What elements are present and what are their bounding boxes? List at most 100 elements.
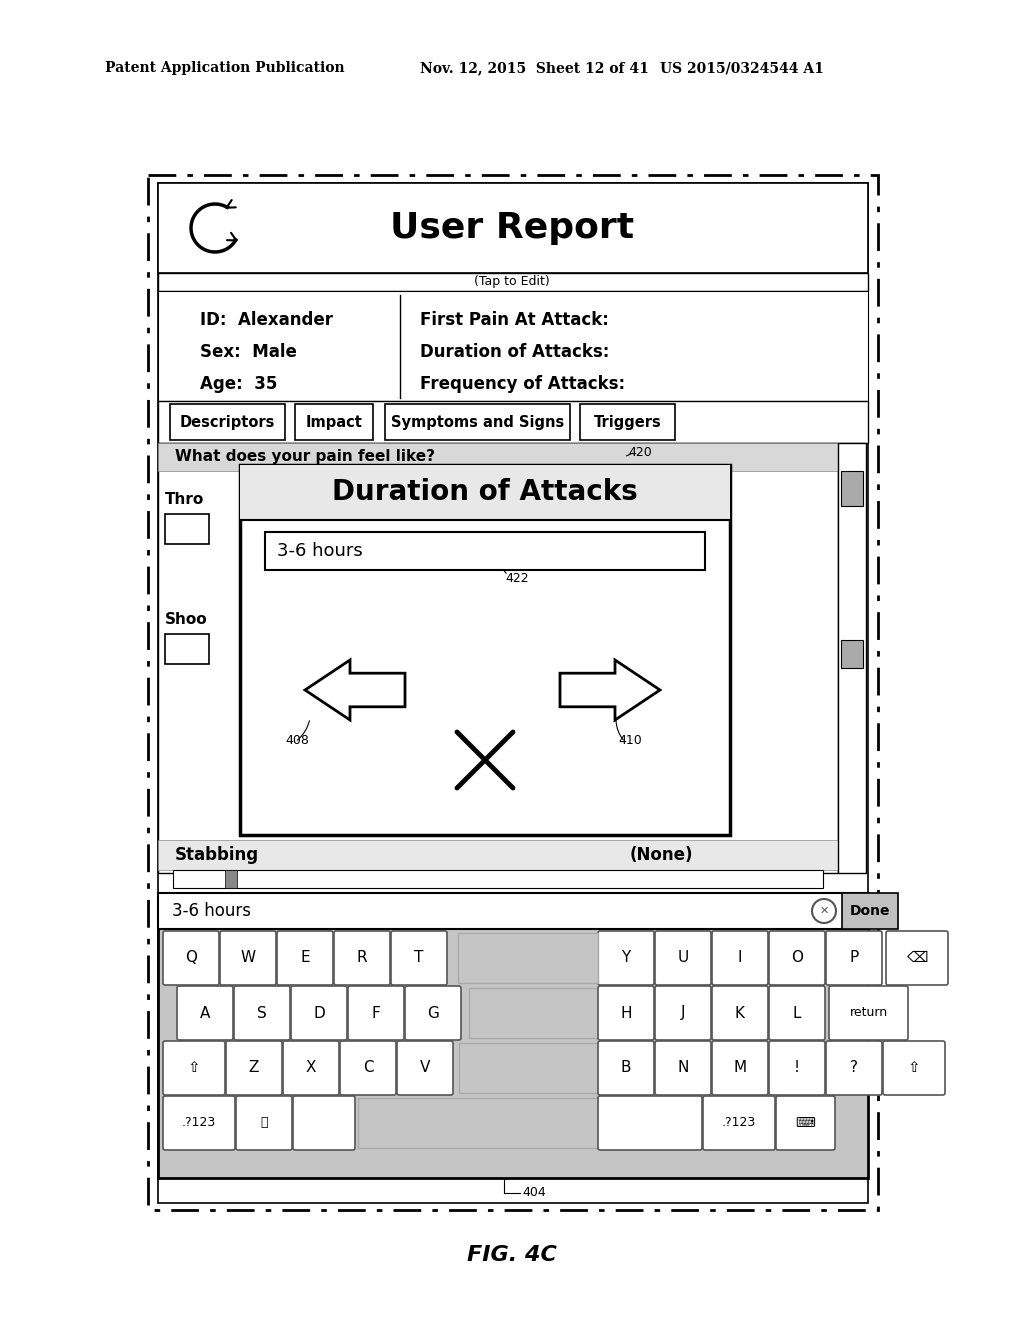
FancyBboxPatch shape	[158, 273, 868, 290]
Text: ⌫: ⌫	[906, 950, 928, 965]
Text: X: X	[306, 1060, 316, 1076]
Text: P: P	[849, 950, 859, 965]
Text: FIG. 4C: FIG. 4C	[467, 1245, 557, 1265]
Text: Q: Q	[185, 950, 197, 965]
Text: First Pain At Attack:: First Pain At Attack:	[420, 312, 609, 329]
Text: .?123: .?123	[182, 1117, 216, 1130]
FancyBboxPatch shape	[236, 1096, 292, 1150]
Text: Nov. 12, 2015  Sheet 12 of 41: Nov. 12, 2015 Sheet 12 of 41	[420, 61, 649, 75]
FancyBboxPatch shape	[459, 1043, 598, 1093]
FancyBboxPatch shape	[712, 986, 768, 1040]
Text: W: W	[241, 950, 256, 965]
Text: ?: ?	[850, 1060, 858, 1076]
FancyBboxPatch shape	[340, 1041, 396, 1096]
FancyBboxPatch shape	[348, 986, 404, 1040]
Text: T: T	[415, 950, 424, 965]
FancyBboxPatch shape	[158, 840, 838, 870]
FancyBboxPatch shape	[703, 1096, 775, 1150]
FancyBboxPatch shape	[163, 1096, 234, 1150]
FancyBboxPatch shape	[148, 176, 878, 1210]
Text: Age:  35: Age: 35	[200, 375, 278, 393]
FancyBboxPatch shape	[278, 931, 333, 985]
FancyBboxPatch shape	[655, 1041, 711, 1096]
FancyBboxPatch shape	[598, 1041, 654, 1096]
FancyBboxPatch shape	[158, 290, 868, 401]
Text: ⇧: ⇧	[907, 1060, 921, 1076]
Text: E: E	[300, 950, 310, 965]
Text: K: K	[735, 1006, 745, 1020]
FancyBboxPatch shape	[177, 986, 233, 1040]
FancyBboxPatch shape	[334, 931, 390, 985]
Text: What does your pain feel like?: What does your pain feel like?	[175, 450, 435, 465]
FancyBboxPatch shape	[580, 404, 675, 440]
FancyBboxPatch shape	[397, 1041, 453, 1096]
Text: 420: 420	[628, 446, 651, 458]
FancyBboxPatch shape	[358, 1098, 598, 1148]
Text: C: C	[362, 1060, 374, 1076]
Text: ⌨: ⌨	[796, 1115, 815, 1130]
Text: 410: 410	[618, 734, 642, 747]
FancyBboxPatch shape	[158, 444, 838, 471]
Text: Y: Y	[622, 950, 631, 965]
Text: (Tap to Edit): (Tap to Edit)	[474, 276, 550, 289]
Text: R: R	[356, 950, 368, 965]
Text: Impact: Impact	[305, 414, 362, 429]
Text: F: F	[372, 1006, 380, 1020]
Text: D: D	[313, 1006, 325, 1020]
FancyBboxPatch shape	[158, 183, 868, 1203]
Text: Thro: Thro	[165, 492, 204, 507]
FancyBboxPatch shape	[829, 986, 908, 1040]
FancyBboxPatch shape	[841, 640, 863, 668]
FancyBboxPatch shape	[842, 894, 898, 929]
Text: Duration of Attacks:: Duration of Attacks:	[420, 343, 609, 360]
FancyBboxPatch shape	[220, 931, 276, 985]
Text: Symptoms and Signs: Symptoms and Signs	[391, 414, 564, 429]
Text: ⇧: ⇧	[187, 1060, 201, 1076]
Text: Patent Application Publication: Patent Application Publication	[105, 61, 345, 75]
FancyBboxPatch shape	[769, 931, 825, 985]
FancyBboxPatch shape	[385, 404, 570, 440]
FancyBboxPatch shape	[598, 986, 654, 1040]
Text: (None): (None)	[630, 846, 693, 865]
Text: B: B	[621, 1060, 631, 1076]
FancyBboxPatch shape	[234, 986, 290, 1040]
Text: A: A	[200, 1006, 210, 1020]
Text: Frequency of Attacks:: Frequency of Attacks:	[420, 375, 625, 393]
Text: L: L	[793, 1006, 801, 1020]
Text: I: I	[737, 950, 742, 965]
Text: Shoo: Shoo	[165, 612, 208, 627]
Text: ✕: ✕	[819, 906, 828, 916]
Text: ID:  Alexander: ID: Alexander	[200, 312, 333, 329]
Text: Triggers: Triggers	[594, 414, 662, 429]
Text: M: M	[733, 1060, 746, 1076]
FancyBboxPatch shape	[841, 471, 863, 506]
FancyBboxPatch shape	[158, 894, 868, 1177]
Text: Sex:  Male: Sex: Male	[200, 343, 297, 360]
Text: 422: 422	[505, 572, 528, 585]
Text: J: J	[681, 1006, 685, 1020]
FancyBboxPatch shape	[886, 931, 948, 985]
FancyBboxPatch shape	[170, 404, 285, 440]
Text: Done: Done	[850, 904, 890, 917]
Text: return: return	[850, 1006, 888, 1019]
FancyBboxPatch shape	[769, 1041, 825, 1096]
Text: Duration of Attacks: Duration of Attacks	[332, 479, 638, 507]
Text: User Report: User Report	[390, 211, 634, 246]
Text: U: U	[677, 950, 688, 965]
FancyBboxPatch shape	[712, 1041, 768, 1096]
FancyBboxPatch shape	[883, 1041, 945, 1096]
FancyBboxPatch shape	[293, 1096, 355, 1150]
FancyBboxPatch shape	[158, 894, 868, 929]
FancyBboxPatch shape	[291, 986, 347, 1040]
Text: 🌐: 🌐	[260, 1117, 267, 1130]
FancyBboxPatch shape	[826, 931, 882, 985]
Text: .?123: .?123	[722, 1117, 756, 1130]
FancyBboxPatch shape	[712, 931, 768, 985]
FancyBboxPatch shape	[240, 465, 730, 520]
Text: US 2015/0324544 A1: US 2015/0324544 A1	[660, 61, 824, 75]
FancyBboxPatch shape	[295, 404, 373, 440]
Text: Descriptors: Descriptors	[180, 414, 275, 429]
Text: O: O	[791, 950, 803, 965]
FancyBboxPatch shape	[469, 987, 598, 1038]
FancyBboxPatch shape	[163, 1041, 225, 1096]
